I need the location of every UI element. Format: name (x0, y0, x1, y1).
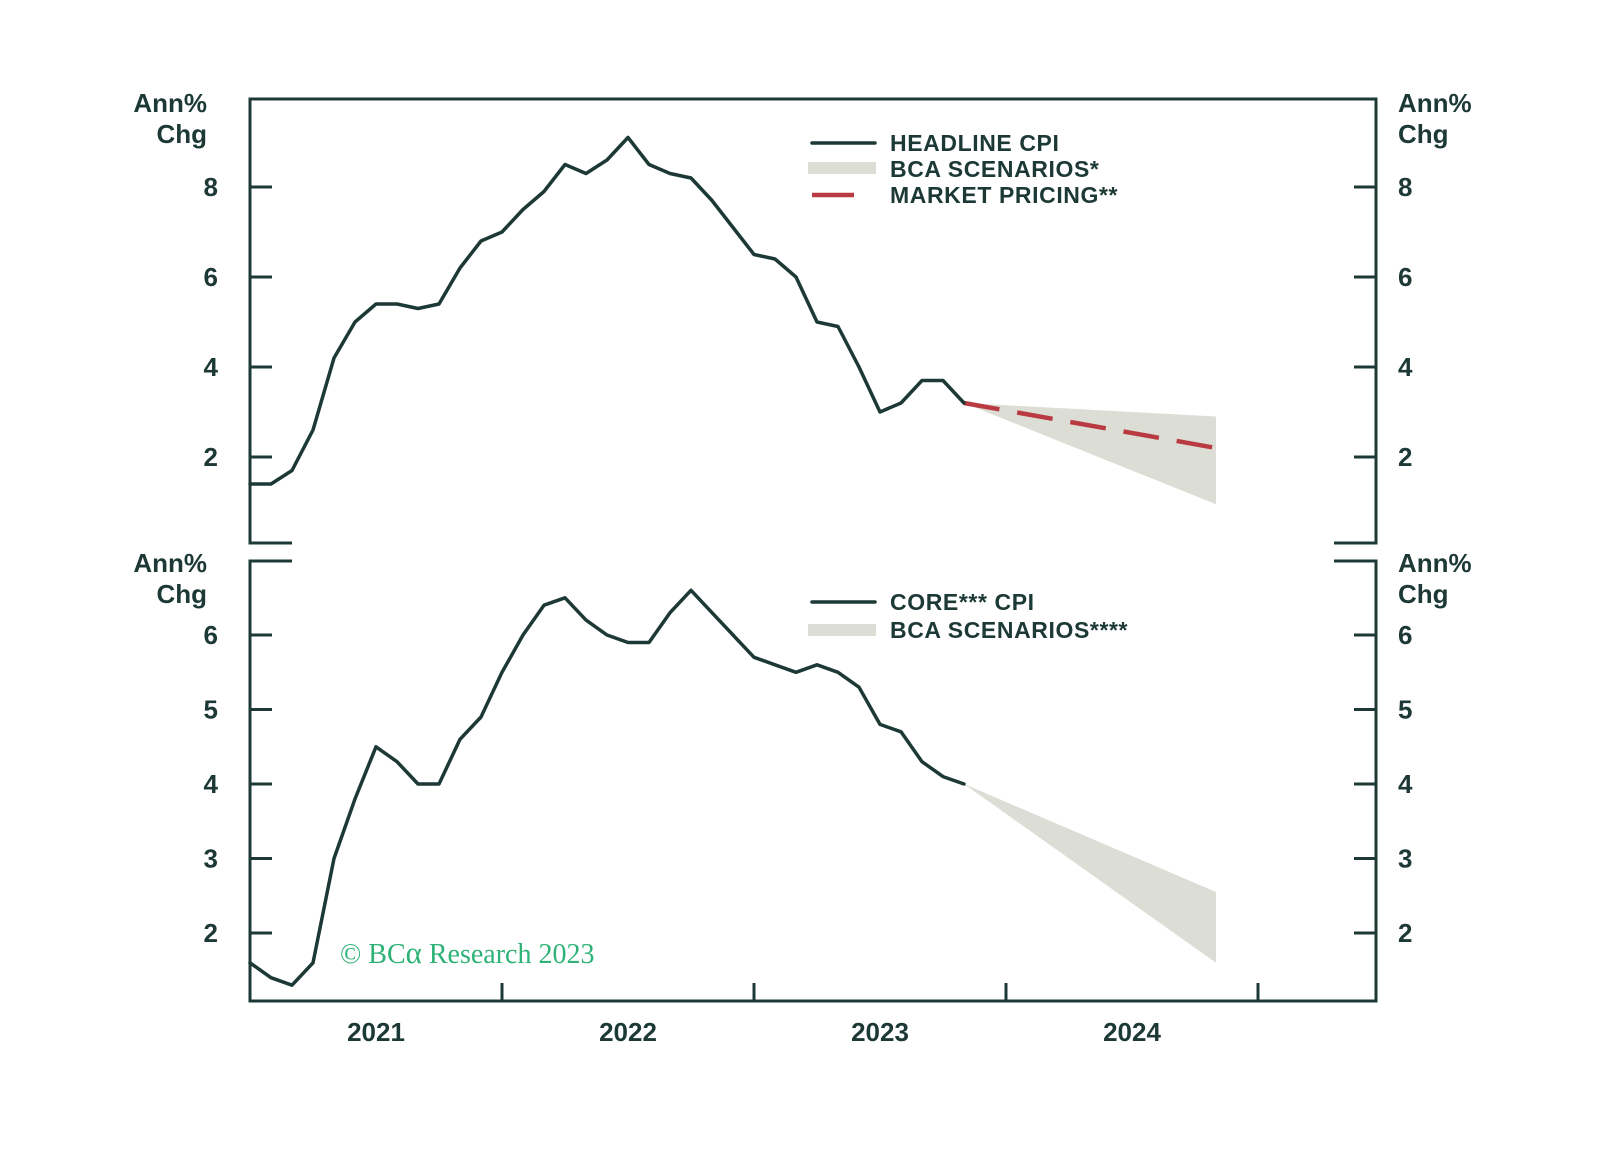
y-tick-label-right: 8 (1398, 172, 1412, 202)
bca-scenario-band (964, 403, 1216, 505)
legend-label: CORE*** CPI (890, 589, 1035, 615)
y-tick-label-right: 3 (1398, 844, 1412, 874)
y-tick-label-right: 2 (1398, 918, 1412, 948)
legend-label: MARKET PRICING** (890, 182, 1118, 208)
axis-title-line1: Ann% (1398, 548, 1472, 578)
watermark-copyright: © BC (340, 939, 406, 970)
bca-scenario-band (964, 784, 1216, 963)
top-panel-frame (248, 97, 1378, 545)
axis-title-bottom-right: Ann% Chg (1398, 548, 1472, 609)
core-cpi-line (248, 588, 966, 987)
x-year-label: 2024 (1103, 1017, 1161, 1047)
y-tick-label-left: 6 (204, 620, 218, 650)
y-tick-label-right: 4 (1398, 769, 1413, 799)
watermark: © BCα Research 2023 (340, 935, 594, 970)
legend-label: BCA SCENARIOS**** (890, 617, 1128, 643)
market-pricing-line (963, 400, 1217, 451)
y-tick-label-left: 8 (204, 172, 218, 202)
axis-title-line1: Ann% (1398, 88, 1472, 118)
y-tick-label-left: 2 (204, 918, 218, 948)
y-tick-label-left: 6 (204, 262, 218, 292)
legend-band-swatch (808, 624, 876, 636)
axis-title-line1: Ann% (133, 548, 207, 578)
axis-title-line2: Chg (1398, 119, 1449, 149)
y-tick-label-left: 4 (204, 352, 219, 382)
y-tick-label-right: 4 (1398, 352, 1413, 382)
x-year-label: 2021 (347, 1017, 405, 1047)
y-tick-label-left: 2 (204, 442, 218, 472)
headline-cpi-line (248, 135, 966, 486)
legend-label: BCA SCENARIOS* (890, 156, 1099, 182)
watermark-alpha: α (406, 935, 422, 970)
x-axis: 2021 2022 2023 2024 (347, 983, 1260, 1047)
axis-title-line2: Chg (156, 119, 207, 149)
y-tick-label-right: 2 (1398, 442, 1412, 472)
axis-title-line2: Chg (1398, 579, 1449, 609)
y-tick-label-right: 6 (1398, 620, 1412, 650)
y-tick-label-left: 4 (204, 769, 219, 799)
x-year-label: 2023 (851, 1017, 909, 1047)
axis-title-line2: Chg (156, 579, 207, 609)
bottom-panel-frame (248, 559, 1378, 1003)
watermark-rest: Research 2023 (422, 939, 595, 970)
axis-title-line1: Ann% (133, 88, 207, 118)
axis-title-top-right: Ann% Chg (1398, 88, 1472, 149)
axis-title-top-left: Ann% Chg (133, 88, 207, 149)
legend-label: HEADLINE CPI (890, 130, 1060, 156)
legend-band-swatch (808, 162, 876, 174)
y-tick-label-left: 5 (204, 695, 218, 725)
y-tick-label-left: 3 (204, 844, 218, 874)
y-tick-label-right: 6 (1398, 262, 1412, 292)
axis-title-bottom-left: Ann% Chg (133, 548, 207, 609)
x-year-label: 2022 (599, 1017, 657, 1047)
y-tick-label-right: 5 (1398, 695, 1412, 725)
